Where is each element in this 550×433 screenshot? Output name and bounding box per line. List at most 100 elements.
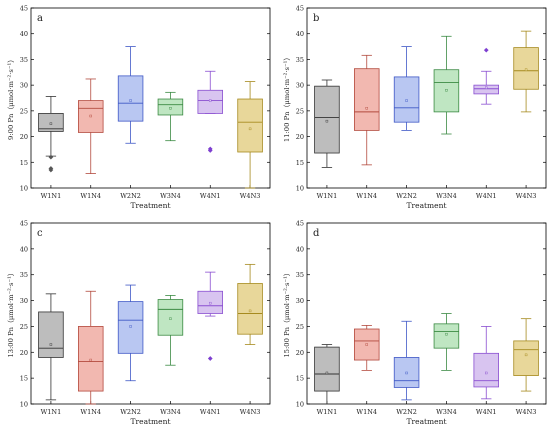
mean-marker [89,358,92,362]
y-tick-label: 25 [296,323,304,331]
y-tick-label: 40 [296,30,304,38]
mean-marker [325,371,329,375]
x-tick-label: W2N2 [120,408,141,416]
box-iqr [237,98,263,153]
chart-panel-d: d 10 15 20 25 30 35 40 45 W1N1 W1N4 W2N2 W3N4 W4N1 W4N… [283,220,547,426]
mean-marker [524,68,528,71]
y-tick-label: 40 [20,245,28,253]
box-iqr [354,68,380,131]
box-w1n1 [314,344,340,405]
x-tick-label: W3N4 [436,192,457,200]
y-tick-label: 20 [20,349,28,357]
plot-frame [306,7,547,189]
outlier-point [483,47,489,53]
x-tick-label: W1N1 [317,192,338,200]
box-w4n3 [513,30,539,113]
box-w1n1 [314,79,340,168]
x-tick-label: W4N1 [200,192,221,200]
y-tick-label: 45 [296,5,304,13]
mean-marker [248,127,252,131]
box-w1n4 [78,78,104,175]
x-tick-label: W4N1 [476,192,497,200]
x-axis-title: Treatment [131,417,171,426]
y-tick-label: 30 [296,82,304,90]
outlier-point [207,146,213,152]
y-tick-label: 25 [20,107,28,115]
box-w1n4 [78,290,104,405]
x-tick-label: W1N1 [41,408,62,416]
x-tick-label: W4N3 [516,192,537,200]
box-w3n4 [433,313,460,371]
x-tick-label: W4N1 [200,408,221,416]
x-tick-label: W4N3 [240,192,261,200]
box-iqr [78,326,104,392]
box-w2n2 [117,46,144,144]
box-w3n4 [157,294,184,366]
mean-marker [248,309,252,313]
box-w4n1 [197,271,223,361]
box-w3n4 [157,91,184,142]
mean-marker [405,371,408,375]
panel-label: a [37,13,43,24]
mean-marker [365,107,368,110]
x-tick-label: W2N2 [396,192,417,200]
box-iqr [197,89,223,114]
box-iqr [157,98,184,116]
mean-marker [445,89,448,92]
y-axis-title: 9:00 Pn（μmol·m⁻²·s⁻¹） [7,56,15,140]
box-iqr [513,340,539,376]
panel-label: d [313,228,320,239]
y-tick-label: 30 [20,82,28,90]
y-tick-label: 45 [20,5,28,13]
box-w4n1 [473,326,499,400]
y-tick-label: 35 [296,56,304,64]
outlier-point [207,356,213,361]
x-tick-label: W2N2 [396,408,417,416]
y-tick-label: 35 [20,56,28,64]
box-iqr [157,299,184,336]
box-w4n3 [237,263,263,345]
x-axis-title: Treatment [407,201,447,210]
box-iqr [473,84,499,95]
plot-frame [306,222,547,405]
y-tick-label: 15 [296,375,304,383]
x-axis-title: Treatment [131,201,171,210]
y-tick-label: 20 [296,133,304,141]
x-tick-label: W4N1 [476,408,497,416]
mean-marker [405,99,408,102]
x-tick-label: W1N4 [80,408,101,416]
mean-marker [49,122,53,125]
y-tick-label: 10 [20,401,28,409]
chart-panel-b: b 10 15 20 25 30 35 40 45 W1N1 W1N4 W2N2 W3N4 W4N1 W4N… [283,5,547,210]
plot-frame [30,7,271,189]
mean-marker [485,86,488,89]
mean-marker [129,325,132,328]
box-w4n1 [197,70,223,153]
box-w4n1 [473,47,499,105]
box-w4n3 [513,318,539,392]
y-tick-label: 15 [296,159,304,167]
box-iqr [433,323,460,349]
panel-label: b [313,13,319,24]
y-tick-label: 25 [20,323,28,331]
box-w2n2 [393,46,420,131]
x-tick-label: W4N3 [240,408,261,416]
y-tick-label: 30 [296,297,304,305]
x-tick-label: W3N4 [160,192,181,200]
chart-panel-a: a 10 15 20 25 30 35 40 45 W1N1 W1N4 W2N2 W3N4 W4N1 W4N… [7,5,271,210]
mean-marker [209,301,212,305]
mean-marker [89,114,92,118]
x-tick-label: W1N4 [356,408,377,416]
y-tick-label: 35 [296,271,304,279]
box-w2n2 [393,320,420,401]
mean-marker [129,99,132,102]
mean-marker [524,353,528,357]
box-w1n1 [38,293,64,401]
y-tick-label: 45 [20,220,28,228]
y-tick-label: 20 [20,133,28,141]
mean-marker [485,371,488,375]
x-tick-label: W1N1 [41,192,62,200]
x-tick-label: W4N3 [516,408,537,416]
y-tick-label: 25 [296,107,304,115]
